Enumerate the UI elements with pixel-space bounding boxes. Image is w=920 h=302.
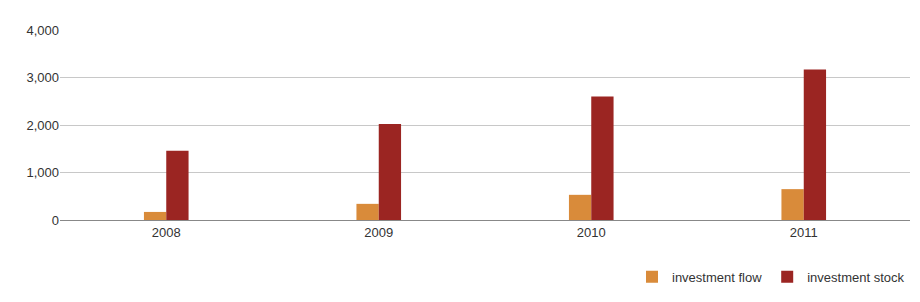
svg-text:3,000: 3,000 <box>26 70 59 85</box>
svg-text:4,000: 4,000 <box>26 23 59 38</box>
svg-text:investment stock: investment stock <box>807 270 904 285</box>
svg-text:0: 0 <box>52 213 59 228</box>
svg-text:investment flow: investment flow <box>672 270 762 285</box>
svg-text:1,000: 1,000 <box>26 165 59 180</box>
svg-text:2008: 2008 <box>152 225 181 240</box>
svg-text:2,000: 2,000 <box>26 118 59 133</box>
svg-text:2011: 2011 <box>790 225 818 240</box>
svg-text:2010: 2010 <box>577 225 606 240</box>
svg-text:2009: 2009 <box>364 225 393 240</box>
